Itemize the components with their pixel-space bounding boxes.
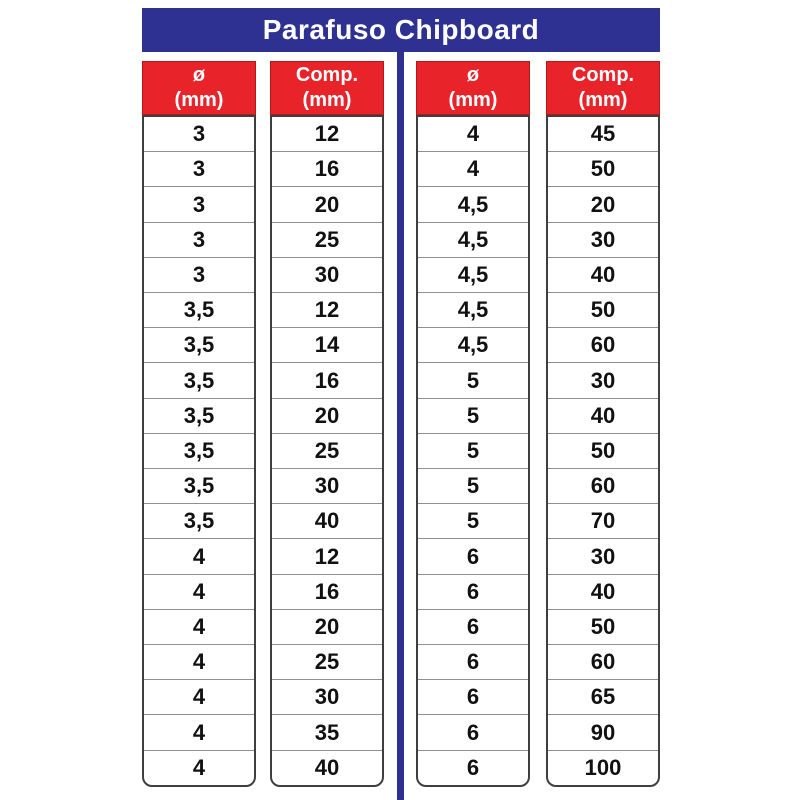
- table-cell: 3: [192, 121, 206, 147]
- table-cell: 30: [548, 362, 658, 397]
- table-cell: 35: [272, 714, 382, 749]
- column-header-length: Comp. (mm): [270, 61, 384, 115]
- table-left-diameter-column: ø (mm) 3 3 3 3 3 3,5 3,5 3,5 3,5 3,5 3,5 3,5 4 4 4 4 4 4 4: [142, 61, 256, 787]
- table-cell: 4,5: [418, 292, 528, 327]
- table-cell: 70: [548, 503, 658, 538]
- table-cell: 4: [144, 608, 254, 644]
- table-cell: 3,5: [144, 432, 254, 468]
- column-body: 4 4 4,5 4,5 4,5 4,5 4,5 5 5 5 5 5 6 6 6 6 6 6 6: [416, 115, 530, 787]
- table-cell: 4,5: [418, 221, 528, 257]
- table-cell: 3,5: [144, 468, 254, 503]
- table-cell: 40: [548, 397, 658, 433]
- table-cell: 3: [144, 221, 254, 257]
- table-cell: 6: [418, 608, 528, 644]
- table-cell: 3: [144, 186, 254, 221]
- table-cell: 40: [548, 573, 658, 609]
- table-cell: 50: [548, 432, 658, 468]
- table-cell: 65: [548, 679, 658, 714]
- table-cell: 3,5: [144, 397, 254, 433]
- table-cell: 12: [314, 121, 340, 147]
- table-cell: 3,5: [144, 362, 254, 397]
- table-cell: 4: [418, 151, 528, 186]
- table-cell: 20: [548, 186, 658, 221]
- table-cell: 20: [272, 186, 382, 221]
- table-cell: 16: [272, 362, 382, 397]
- table-cell: 6: [418, 679, 528, 714]
- header-label: Comp.: [295, 64, 359, 86]
- column-header-diameter: ø (mm): [142, 61, 256, 115]
- table-cell: 60: [548, 327, 658, 362]
- table-cell: 30: [272, 679, 382, 714]
- header-unit: (mm): [578, 89, 628, 111]
- table-cell: 5: [418, 397, 528, 433]
- table-cell: 25: [272, 644, 382, 679]
- table-cell: 3,5: [144, 503, 254, 538]
- table-cell: 30: [272, 468, 382, 503]
- table-cell: 4,5: [418, 256, 528, 292]
- table-cell: 3,5: [144, 292, 254, 327]
- table-cell: 20: [272, 608, 382, 644]
- table-cell: 100: [548, 749, 658, 785]
- table-cell: 30: [548, 221, 658, 257]
- table-cell: 3,5: [144, 327, 254, 362]
- table-cell: 50: [548, 151, 658, 186]
- table-cell: 4: [144, 573, 254, 609]
- table-cell: 16: [272, 573, 382, 609]
- table-cell: 30: [272, 256, 382, 292]
- header-symbol: ø: [466, 64, 480, 86]
- column-body: 45 50 20 30 40 50 60 30 40 50 60 70 30 40 50 60 65 90 100: [546, 115, 660, 787]
- table-cell: 12: [272, 292, 382, 327]
- table-cell: 4: [144, 644, 254, 679]
- table-cell: 5: [418, 432, 528, 468]
- table-cell: 5: [418, 503, 528, 538]
- table-cell: 25: [272, 432, 382, 468]
- table-cell: 5: [418, 362, 528, 397]
- header-label: Comp.: [571, 64, 635, 86]
- title-bar: Parafuso Chipboard: [142, 8, 660, 52]
- header-unit: (mm): [302, 89, 352, 111]
- header-symbol: ø: [192, 64, 206, 86]
- table-cell: 3: [144, 151, 254, 186]
- table-cell: 6: [418, 538, 528, 573]
- page-title: Parafuso Chipboard: [262, 14, 540, 45]
- table-cell: 50: [548, 608, 658, 644]
- table-cell: 4: [144, 538, 254, 573]
- table-cell: 6: [418, 749, 528, 785]
- table-cell: 90: [548, 714, 658, 749]
- table-cell: 4: [144, 679, 254, 714]
- table-cell: 3: [144, 256, 254, 292]
- table-cell: 50: [548, 292, 658, 327]
- table-cell: 40: [548, 256, 658, 292]
- header-unit: (mm): [174, 89, 224, 111]
- column-header-diameter: ø (mm): [416, 61, 530, 115]
- table-cell: 6: [418, 714, 528, 749]
- table-right-length-column: Comp. (mm) 45 50 20 30 40 50 60 30 40 50 60 70 30 40 5…: [546, 61, 660, 787]
- header-unit: (mm): [448, 89, 498, 111]
- table-cell: 6: [418, 573, 528, 609]
- column-body: 12 16 20 25 30 12 14 16 20 25 30 40 12 16 20 25 30 35 40: [270, 115, 384, 787]
- table-left-length-column: Comp. (mm) 12 16 20 25 30 12 14 16 20 25 30 40 12 16 2…: [270, 61, 384, 787]
- table-cell: 30: [548, 538, 658, 573]
- table-cell: 20: [272, 397, 382, 433]
- table-cell: 4,5: [418, 327, 528, 362]
- table-cell: 12: [272, 538, 382, 573]
- table-cell: 60: [548, 644, 658, 679]
- column-header-length: Comp. (mm): [546, 61, 660, 115]
- table-cell: 25: [272, 221, 382, 257]
- table-cell: 14: [272, 327, 382, 362]
- table-cell: 60: [548, 468, 658, 503]
- table-cell: 6: [418, 644, 528, 679]
- column-body: 3 3 3 3 3 3,5 3,5 3,5 3,5 3,5 3,5 3,5 4 4 4 4 4 4 4: [142, 115, 256, 787]
- table-cell: 4: [144, 714, 254, 749]
- table-cell: 4: [144, 749, 254, 785]
- table-cell: 5: [418, 468, 528, 503]
- table-cell: 4: [466, 121, 480, 147]
- table-cell: 45: [590, 121, 616, 147]
- table-cell: 4,5: [418, 186, 528, 221]
- center-divider-line: [397, 52, 404, 800]
- table-cell: 40: [272, 749, 382, 785]
- table-right-diameter-column: ø (mm) 4 4 4,5 4,5 4,5 4,5 4,5 5 5 5 5 5 6 6 6 6 6 6 6: [416, 61, 530, 787]
- table-cell: 40: [272, 503, 382, 538]
- table-cell: 16: [272, 151, 382, 186]
